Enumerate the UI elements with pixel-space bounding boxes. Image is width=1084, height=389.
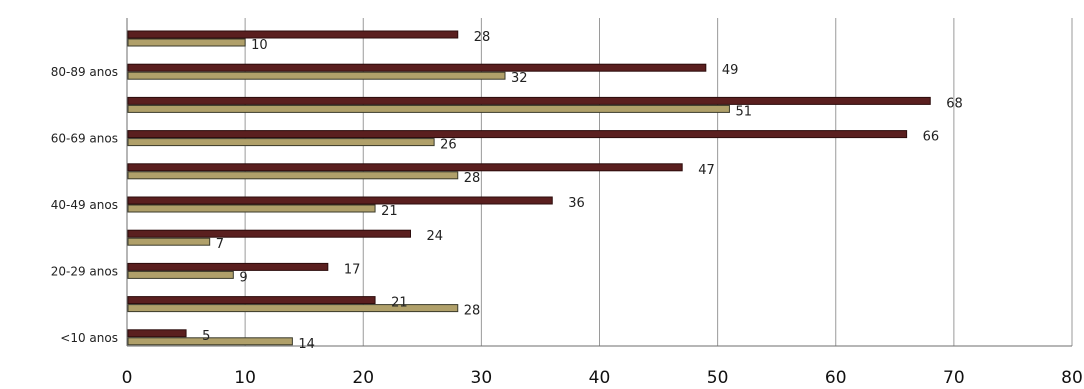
value-label-series2-group3: 51 [735,104,752,119]
value-label-series1-group9: 21 [391,296,408,311]
bar-series1-group1 [127,30,459,39]
bar-series2-group2 [127,71,506,80]
x-tick-label-20: 20 [352,368,374,388]
bar-series2-group10 [127,337,293,346]
bar-series2-group6 [127,204,376,213]
value-label-series1-group4: 66 [923,130,940,145]
value-label-series2-group4: 26 [440,138,457,153]
value-label-series2-group9: 28 [464,304,481,319]
x-tick-label-10: 10 [234,368,256,388]
value-label-series1-group1: 28 [474,30,491,45]
bar-series1-group3 [127,96,931,105]
value-label-series1-group10: 5 [202,329,210,344]
x-tick-label-40: 40 [589,368,611,388]
bar-series1-group2 [127,63,707,72]
x-axis-tick-labels: 0 10 20 30 40 50 60 70 80 [122,368,1083,388]
bar-series2-group5 [127,171,459,180]
x-tick-label-60: 60 [825,368,847,388]
value-labels: 28 10 49 32 68 51 66 26 47 28 36 21 24 7 17 9 21 28 5 14 [202,30,963,352]
bar-series2-group4 [127,138,435,147]
category-label: 20-29 anos [51,264,118,278]
bar-series2-group8 [127,270,234,279]
value-label-series1-group5: 47 [698,163,715,178]
value-label-series1-group8: 17 [344,262,361,277]
x-tick-label-0: 0 [122,368,133,388]
bar-series2-group9 [127,304,459,313]
value-label-series2-group6: 21 [381,204,398,219]
value-label-series1-group7: 24 [427,229,444,244]
bar-series1-group5 [127,163,683,172]
category-labels: 80-89 anos 60-69 anos 40-49 anos 20-29 anos… [51,65,118,345]
value-label-series2-group7: 7 [216,237,224,252]
x-tick-label-30: 30 [471,368,493,388]
category-label: <10 anos [60,331,118,345]
bar-series1-group10 [127,329,187,338]
bar-series1-group6 [127,196,553,205]
bars [127,30,931,346]
category-label: 40-49 anos [51,198,118,212]
value-label-series2-group10: 14 [298,337,315,352]
bar-series1-group9 [127,296,376,305]
bar-series1-group8 [127,262,329,271]
category-label: 80-89 anos [51,65,118,79]
bar-series2-group7 [127,237,211,246]
bar-series2-group1 [127,38,246,47]
value-label-series2-group2: 32 [511,71,528,86]
value-label-series2-group5: 28 [464,171,481,186]
value-label-series1-group6: 36 [568,196,585,211]
x-tick-label-70: 70 [943,368,965,388]
x-tick-label-50: 50 [707,368,729,388]
value-label-series1-group3: 68 [946,96,963,111]
category-label: 60-69 anos [51,132,118,146]
bar-series1-group4 [127,130,908,139]
value-label-series2-group1: 10 [251,38,268,53]
x-tick-label-80: 80 [1061,368,1083,388]
bar-series1-group7 [127,229,411,238]
value-label-series2-group8: 9 [239,270,247,285]
bar-series2-group3 [127,104,730,113]
value-label-series1-group2: 49 [722,63,739,78]
